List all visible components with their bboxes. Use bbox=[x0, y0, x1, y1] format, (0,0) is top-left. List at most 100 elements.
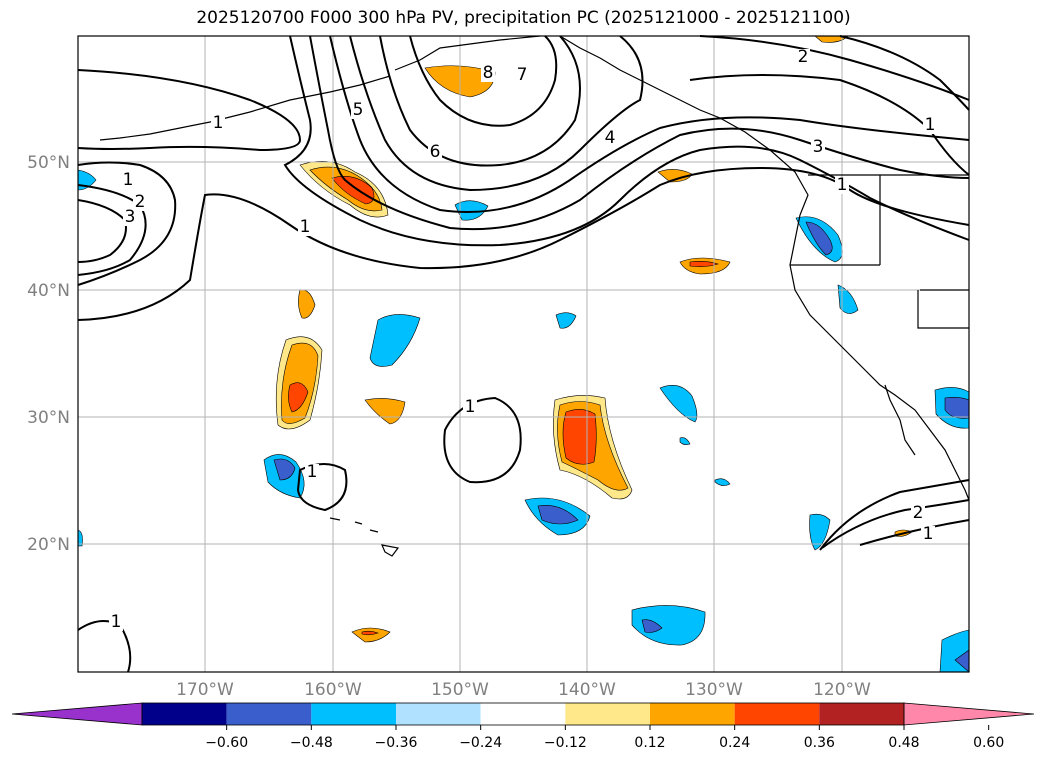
lon-label: 140°W bbox=[558, 680, 616, 700]
precip-positive-area bbox=[298, 289, 316, 319]
precip-negative-area bbox=[77, 529, 83, 547]
lon-label: 120°W bbox=[813, 680, 871, 700]
pv-contour bbox=[77, 161, 177, 286]
colorbar-frame bbox=[141, 702, 905, 726]
pv-contour bbox=[821, 499, 970, 549]
colorbar-segment bbox=[226, 703, 312, 725]
colorbar-segment bbox=[565, 703, 650, 725]
precip-positive-area bbox=[351, 627, 391, 643]
pv-contour-label: 1 bbox=[465, 397, 476, 417]
pv-contour-label: 8 bbox=[483, 63, 494, 83]
pv-contour-label: 1 bbox=[213, 113, 224, 133]
pv-contour bbox=[839, 35, 970, 111]
colorbar-extend-low bbox=[11, 702, 143, 726]
lon-label: 160°W bbox=[304, 680, 362, 700]
pv-contour-label: 3 bbox=[813, 137, 824, 157]
precip-negative-area bbox=[809, 513, 831, 551]
pv-contour-label-bg bbox=[121, 172, 135, 189]
pv-contour-label: 2 bbox=[135, 192, 146, 212]
pv-contour-label: 4 bbox=[605, 128, 616, 148]
pv-contour-label: 6 bbox=[430, 142, 441, 162]
pv-contour-label-bg bbox=[211, 115, 225, 132]
precip-negative-area bbox=[641, 619, 663, 633]
colorbar-segment bbox=[734, 703, 820, 725]
precip-negative-area bbox=[659, 385, 698, 423]
north-america-west-coast bbox=[789, 214, 970, 501]
pv-contour-label: 1 bbox=[923, 524, 934, 544]
pv-contour bbox=[77, 184, 147, 276]
pv-contour-label-bg bbox=[428, 144, 442, 161]
precip-negative-area bbox=[537, 505, 579, 525]
pv-contour bbox=[859, 519, 970, 546]
precip-negative-area bbox=[631, 605, 706, 646]
colorbar-tick-label: 0.12 bbox=[634, 735, 665, 751]
pv-contour-label-bg bbox=[796, 49, 810, 66]
pv-contour-label: 5 bbox=[353, 100, 364, 120]
map-title: 2025120700 F000 300 hPa PV, precipitatio… bbox=[196, 8, 851, 28]
precip-negative-area bbox=[454, 200, 489, 221]
baja-california bbox=[884, 384, 916, 456]
pv-contour-label: 1 bbox=[111, 612, 122, 632]
precip-negative-area bbox=[714, 478, 731, 486]
pv-contour-label: 1 bbox=[123, 170, 134, 190]
pv-contour-label-bg bbox=[603, 130, 617, 147]
precip-positive-area bbox=[689, 261, 720, 267]
colorbar-tick-label: 0.24 bbox=[719, 735, 750, 751]
precip-negative-area bbox=[679, 437, 691, 445]
pv-contour-label-bg bbox=[305, 464, 319, 481]
pv-contour-label: 1 bbox=[925, 115, 936, 135]
pv-contour-label-bg bbox=[463, 399, 477, 416]
colorbar-tick-label: 0.60 bbox=[973, 735, 1004, 751]
pv-contour-label-bg bbox=[133, 194, 147, 211]
pv-contour-label-bg bbox=[835, 177, 849, 194]
colorbar-tick-label: −0.24 bbox=[459, 735, 502, 751]
precip-negative-area bbox=[805, 221, 833, 256]
pv-contour-label: 2 bbox=[913, 503, 924, 523]
pv-contour-label-bg bbox=[481, 65, 495, 82]
alaska-coastline bbox=[394, 35, 809, 216]
colorbar-segment bbox=[142, 703, 227, 725]
colorbar: −0.60 −0.48 −0.36 −0.24 −0.12 0.12 0.24 0.36 0.4… bbox=[11, 702, 1035, 751]
colorbar-segment bbox=[819, 703, 904, 725]
pv-contour-label: 1 bbox=[300, 217, 311, 237]
pv-contour-label: 2 bbox=[798, 47, 809, 67]
pv-contour-label: 1 bbox=[837, 175, 848, 195]
pv-contour-label-bg bbox=[109, 614, 123, 631]
pv-contour bbox=[77, 69, 302, 152]
pv-contour bbox=[77, 166, 970, 321]
colorbar-segment bbox=[396, 703, 481, 725]
colorbar-tick-label: −0.60 bbox=[205, 735, 248, 751]
colorbar-segment bbox=[311, 703, 396, 725]
precip-positive-area bbox=[562, 409, 597, 465]
pv-contour-label: 3 bbox=[125, 207, 136, 227]
pv-contour-label-bg bbox=[351, 102, 365, 119]
pv-contour bbox=[819, 479, 970, 551]
lon-label: 150°W bbox=[431, 680, 489, 700]
colorbar-segment bbox=[480, 703, 566, 725]
map-frame bbox=[77, 35, 970, 673]
precip-negative-area bbox=[555, 312, 577, 329]
pv-contour bbox=[409, 35, 558, 127]
precip-positive-area bbox=[288, 382, 309, 413]
pv-contour-label-bg bbox=[515, 67, 529, 84]
pv-contour bbox=[349, 35, 644, 192]
pv-contour bbox=[689, 74, 970, 176]
pv-contour bbox=[77, 199, 127, 263]
pv-contour-label: 1 bbox=[307, 462, 318, 482]
pv-contour-label-bg bbox=[921, 526, 935, 543]
longitude-labels: 170°W 160°W 150°W 140°W 130°W 120°W bbox=[176, 680, 871, 700]
pv-contour-label-bg bbox=[298, 219, 312, 236]
pv-contour-label: 7 bbox=[517, 65, 528, 85]
lon-label: 170°W bbox=[176, 680, 234, 700]
precip-positive-area bbox=[361, 630, 379, 636]
colorbar-tick-label: −0.12 bbox=[544, 735, 587, 751]
pv-contour bbox=[296, 463, 348, 512]
pv-contour-label-bg bbox=[923, 117, 937, 134]
lat-label: 50°N bbox=[27, 153, 70, 173]
lon-label: 130°W bbox=[685, 680, 743, 700]
colorbar-segment bbox=[650, 703, 735, 725]
pv-contour-label-bg bbox=[911, 505, 925, 522]
pv-contour bbox=[699, 35, 970, 101]
